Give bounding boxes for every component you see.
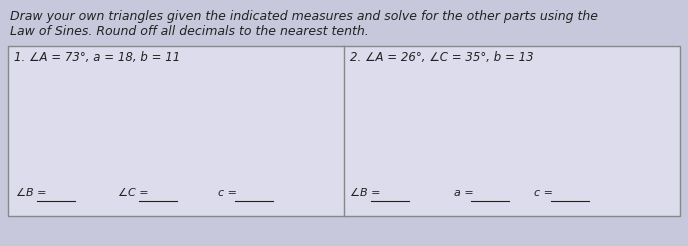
- Text: a =: a =: [454, 188, 474, 198]
- Bar: [8, 46, 680, 216]
- Text: ∠B =: ∠B =: [350, 188, 380, 198]
- Text: Draw your own triangles given the indicated measures and solve for the other par: Draw your own triangles given the indica…: [10, 10, 598, 23]
- Text: 1. ∠A = 73°, a = 18, b = 11: 1. ∠A = 73°, a = 18, b = 11: [14, 51, 180, 64]
- Text: c =: c =: [534, 188, 553, 198]
- Text: c =: c =: [218, 188, 237, 198]
- Text: ∠B =: ∠B =: [16, 188, 47, 198]
- Text: 2. ∠A = 26°, ∠C = 35°, b = 13: 2. ∠A = 26°, ∠C = 35°, b = 13: [350, 51, 534, 64]
- Text: Law of Sines. Round off all decimals to the nearest tenth.: Law of Sines. Round off all decimals to …: [10, 25, 369, 38]
- Text: ∠C =: ∠C =: [118, 188, 149, 198]
